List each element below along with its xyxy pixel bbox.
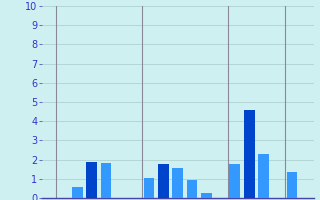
Bar <box>187 180 197 198</box>
Bar <box>72 187 83 198</box>
Bar <box>144 178 154 198</box>
Bar <box>201 193 212 198</box>
Bar <box>258 154 269 198</box>
Bar <box>101 163 111 198</box>
Bar <box>244 110 254 198</box>
Bar <box>172 168 183 198</box>
Bar <box>86 162 97 198</box>
Bar <box>287 172 298 198</box>
Bar <box>158 164 169 198</box>
Bar <box>229 164 240 198</box>
